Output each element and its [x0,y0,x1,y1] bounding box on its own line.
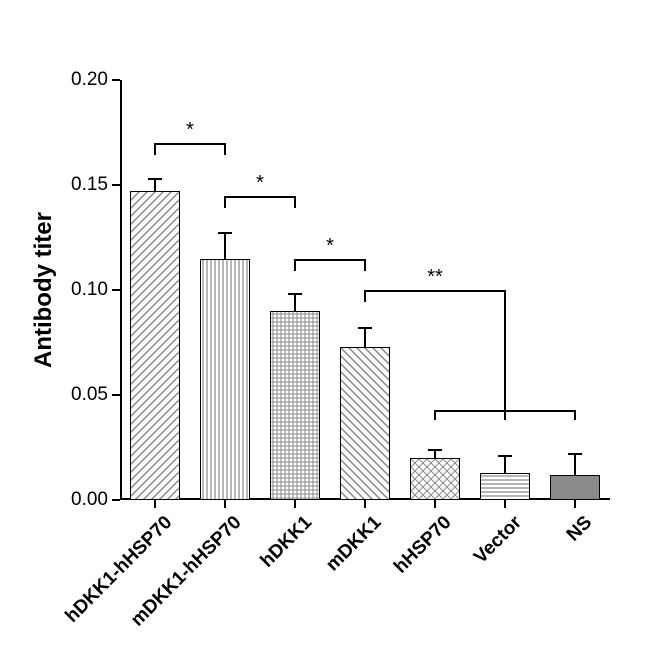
y-tick-label: 0.20 [71,69,108,91]
sub-bracket-leg [574,410,576,420]
significance-label: ** [427,266,443,289]
error-cap [148,178,162,180]
x-tick [294,500,296,508]
x-tick-label: Vector [470,512,527,569]
bracket-leg [364,290,366,302]
y-tick-label: 0.10 [71,279,108,301]
x-tick-label: hHSP70 [390,512,456,578]
bracket-leg [224,143,226,155]
y-tick [112,394,120,396]
significance-label: * [326,235,334,258]
sub-bracket-leg [434,410,436,420]
x-tick [434,500,436,508]
y-tick [112,289,120,291]
error-cap [358,327,372,329]
y-tick [112,184,120,186]
error-bar [154,179,156,192]
x-tick [224,500,226,508]
bar [130,191,180,500]
x-tick-label: NS [562,512,596,546]
bar [200,259,250,501]
bar [270,311,320,500]
error-bar [224,233,226,258]
bracket-leg [294,196,296,208]
x-tick [574,500,576,508]
bracket-leg [504,290,506,410]
y-tick-label: 0.05 [71,384,108,406]
y-tick [112,79,120,81]
significance-bracket [365,290,505,292]
sub-bracket-leg [504,410,506,420]
y-axis-line [120,80,122,500]
bar [550,475,600,500]
y-axis-title: Antibody titer [30,212,58,368]
error-bar [434,450,436,458]
y-tick [112,499,120,501]
significance-bracket [295,259,365,261]
plot-area: 0.000.050.100.150.20 hDKK1-hHSP70mDKK1-h… [120,80,610,500]
y-tick-label: 0.00 [71,489,108,511]
error-bar [294,294,296,311]
bar [480,473,530,500]
bracket-leg [154,143,156,155]
error-cap [428,449,442,451]
significance-bracket [225,196,295,198]
x-tick [504,500,506,508]
error-cap [498,455,512,457]
x-tick [364,500,366,508]
error-cap [288,293,302,295]
error-bar [364,328,366,347]
bar [340,347,390,500]
error-bar [574,454,576,475]
significance-label: * [186,119,194,142]
error-bar [504,456,506,473]
bracket-leg [294,259,296,271]
significance-label: * [256,172,264,195]
significance-bracket [155,143,225,145]
error-cap [218,232,232,234]
x-tick-label: hDKK1 [256,512,316,572]
x-tick-label: mDKK1 [322,512,386,576]
chart-container: Antibody titer 0.000.050.100.150.20 hDKK… [0,0,650,669]
bracket-leg [224,196,226,208]
x-tick [154,500,156,508]
bar [410,458,460,500]
y-tick-label: 0.15 [71,174,108,196]
error-cap [568,453,582,455]
bracket-leg [364,259,366,271]
